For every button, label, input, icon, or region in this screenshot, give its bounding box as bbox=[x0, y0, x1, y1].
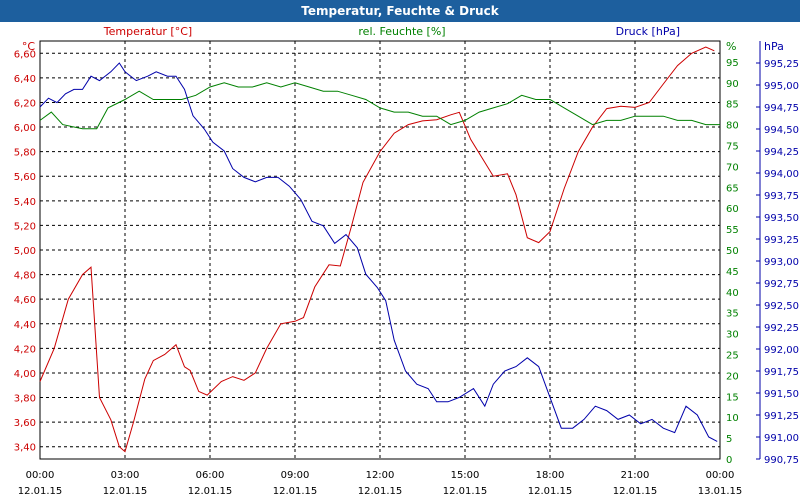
temp-tick-label: 6,00 bbox=[14, 123, 36, 134]
grid-layer bbox=[39, 40, 721, 460]
humidity-tick-label: 25 bbox=[726, 351, 739, 362]
temp-tick-label: 5,00 bbox=[14, 246, 36, 257]
x-tick-time: 03:00 bbox=[111, 470, 140, 481]
series-line-press bbox=[39, 62, 718, 442]
x-tick-date: 12.01.15 bbox=[358, 486, 403, 497]
x-tick-date: 13.01.15 bbox=[698, 486, 743, 497]
x-tick-date: 12.01.15 bbox=[443, 486, 488, 497]
x-tick-date: 12.01.15 bbox=[18, 486, 63, 497]
series-layer bbox=[39, 46, 720, 453]
humidity-tick-label: 55 bbox=[726, 225, 739, 236]
pressure-tick-label: 994,00 bbox=[764, 169, 799, 180]
pressure-tick-label: 991,00 bbox=[764, 433, 799, 444]
pressure-unit-label: hPa bbox=[764, 40, 784, 53]
humidity-tick-label: 60 bbox=[726, 204, 739, 215]
humidity-tick-label: 45 bbox=[726, 267, 739, 278]
temp-tick-label: 6,20 bbox=[14, 98, 36, 109]
pressure-tick-label: 991,75 bbox=[764, 367, 799, 378]
x-tick-date: 12.01.15 bbox=[528, 486, 573, 497]
humidity-tick-label: 10 bbox=[726, 413, 739, 424]
humidity-tick-label: 50 bbox=[726, 246, 739, 257]
pressure-tick-label: 991,50 bbox=[764, 389, 799, 400]
x-tick-date: 12.01.15 bbox=[613, 486, 658, 497]
humidity-tick-label: 20 bbox=[726, 371, 739, 382]
temp-tick-label: 4,00 bbox=[14, 369, 36, 380]
temp-tick-label: 4,20 bbox=[14, 344, 36, 355]
x-tick-time: 09:00 bbox=[281, 470, 310, 481]
x-tick-time: 12:00 bbox=[366, 470, 395, 481]
pressure-tick-label: 991,25 bbox=[764, 411, 799, 422]
humidity-tick-label: 80 bbox=[726, 121, 739, 132]
legend-label-press: Druck [hPa] bbox=[616, 25, 680, 38]
x-tick-time: 06:00 bbox=[196, 470, 225, 481]
series-line-hum bbox=[39, 82, 720, 130]
temp-unit-label: °C bbox=[22, 40, 36, 53]
x-tick-time: 00:00 bbox=[26, 470, 55, 481]
x-tick-date: 12.01.15 bbox=[188, 486, 233, 497]
pressure-tick-label: 995,25 bbox=[764, 59, 799, 70]
humidity-tick-label: 40 bbox=[726, 288, 739, 299]
pressure-tick-label: 994,50 bbox=[764, 125, 799, 136]
pressure-tick-label: 993,00 bbox=[764, 257, 799, 268]
x-tick-time: 00:00 bbox=[706, 470, 735, 481]
temp-tick-label: 6,60 bbox=[14, 49, 36, 60]
x-tick-time: 21:00 bbox=[621, 470, 650, 481]
humidity-tick-label: 5 bbox=[726, 434, 732, 445]
temp-tick-label: 4,40 bbox=[14, 320, 36, 331]
temp-tick-label: 5,20 bbox=[14, 221, 36, 232]
temp-tick-label: 3,60 bbox=[14, 418, 36, 429]
humidity-tick-label: 85 bbox=[726, 100, 739, 111]
pressure-tick-label: 993,25 bbox=[764, 235, 799, 246]
pressure-tick-label: 992,75 bbox=[764, 279, 799, 290]
pressure-tick-label: 993,50 bbox=[764, 213, 799, 224]
temp-tick-label: 3,80 bbox=[14, 394, 36, 405]
pressure-tick-label: 995,00 bbox=[764, 81, 799, 92]
x-tick-time: 18:00 bbox=[536, 470, 565, 481]
pressure-tick-label: 994,25 bbox=[764, 147, 799, 158]
humidity-unit-label: % bbox=[726, 40, 736, 53]
temp-tick-label: 5,40 bbox=[14, 197, 36, 208]
humidity-tick-label: 70 bbox=[726, 162, 739, 173]
pressure-tick-label: 992,50 bbox=[764, 301, 799, 312]
axis-layer: 6,60 6,40 6,20 6,00 5,80 5,60 5,40 5,20 5,00 4,80… bbox=[14, 25, 799, 497]
series-line-temp bbox=[39, 46, 715, 453]
temp-tick-label: 6,40 bbox=[14, 74, 36, 85]
temp-tick-label: 3,40 bbox=[14, 443, 36, 454]
legend-label-hum: rel. Feuchte [%] bbox=[358, 25, 445, 38]
humidity-tick-label: 0 bbox=[726, 455, 732, 466]
x-tick-time: 15:00 bbox=[451, 470, 480, 481]
humidity-tick-label: 75 bbox=[726, 142, 739, 153]
pressure-tick-label: 990,75 bbox=[764, 455, 799, 466]
x-tick-date: 12.01.15 bbox=[273, 486, 318, 497]
legend-label-temp: Temperatur [°C] bbox=[103, 25, 192, 38]
temp-tick-label: 4,60 bbox=[14, 295, 36, 306]
humidity-tick-label: 30 bbox=[726, 330, 739, 341]
humidity-tick-label: 90 bbox=[726, 79, 739, 90]
pressure-tick-label: 993,75 bbox=[764, 191, 799, 202]
humidity-tick-label: 65 bbox=[726, 183, 739, 194]
humidity-tick-label: 35 bbox=[726, 309, 739, 320]
humidity-tick-label: 15 bbox=[726, 392, 739, 403]
humidity-tick-label: 95 bbox=[726, 58, 739, 69]
temp-tick-label: 5,60 bbox=[14, 172, 36, 183]
pressure-tick-label: 994,75 bbox=[764, 103, 799, 114]
chart-title: Temperatur, Feuchte & Druck bbox=[0, 0, 800, 22]
temp-tick-label: 5,80 bbox=[14, 148, 36, 159]
pressure-tick-label: 992,00 bbox=[764, 345, 799, 356]
temp-tick-label: 4,80 bbox=[14, 271, 36, 282]
pressure-tick-label: 992,25 bbox=[764, 323, 799, 334]
x-tick-date: 12.01.15 bbox=[103, 486, 148, 497]
